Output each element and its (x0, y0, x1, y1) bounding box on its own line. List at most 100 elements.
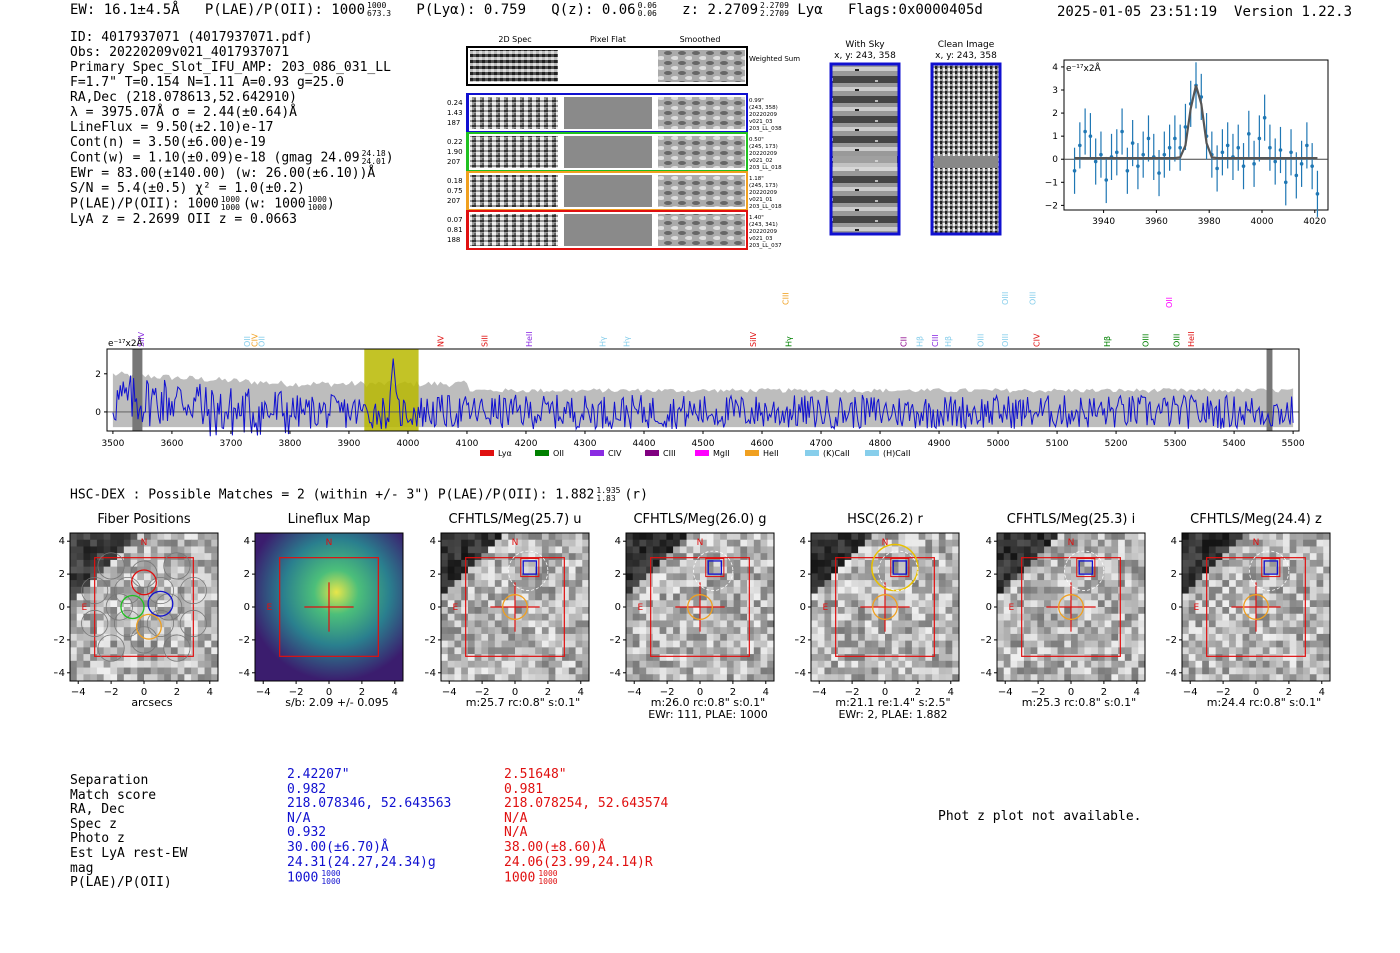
fiber-row-right-value: (243, 358) (749, 105, 778, 111)
east-label: E (453, 603, 459, 613)
zoom-data-point (1268, 145, 1272, 150)
info-radec: RA,Dec (218.078613,52.642910) (70, 90, 297, 105)
fiber-spec-panel: 2D Spec Pixel Flat Smoothed Weighted Sum… (447, 35, 800, 250)
cutout-ytick-label: 2 (615, 569, 621, 580)
cutout-caption: m:24.4 rc:0.8" s:0.1" (1206, 696, 1322, 709)
fiber-row-right-value: 20220209 (749, 112, 777, 118)
zoom-data-point (1225, 143, 1230, 148)
match-plae-sup-blue: 1000 (321, 869, 341, 879)
zoom-data-point (1299, 162, 1304, 166)
legend-label: CIV (608, 449, 622, 458)
cutout-caption: s/b: 2.09 +/- 0.095 (285, 696, 389, 709)
aperture-circle (502, 594, 528, 620)
col-title-2dspec: 2D Spec (498, 35, 531, 44)
east-label: E (82, 603, 88, 613)
full-xtick-label: 5100 (1046, 439, 1069, 449)
weighted-sum-2dspec (470, 50, 558, 82)
legend-swatch (805, 450, 819, 456)
zoom-ytick-label: 2 (1052, 109, 1058, 119)
zoom-data-point (1289, 150, 1293, 155)
cutout-panel: N E 4 2 0 −2 −4 −4 −2 0 2 4 (795, 532, 960, 698)
info-plae-a: P(LAE)/P(OII): 1000 (70, 196, 219, 212)
fiber-row-right-value: 20220209 (749, 151, 777, 157)
legend-swatch (480, 450, 494, 456)
line-marker-label: CIV (1032, 333, 1041, 347)
fiber-circle (146, 609, 174, 637)
cutout-ytick-label: −4 (610, 668, 621, 679)
zoom-data-point (1236, 145, 1241, 150)
cutout-ytick-label: 2 (986, 569, 992, 580)
north-label: N (141, 538, 148, 548)
match-box-blue (892, 560, 908, 575)
cutout-ytick-label: 4 (244, 536, 250, 547)
line-marker-label: CIII (782, 292, 791, 305)
cutout-ytick-label: 2 (59, 569, 65, 580)
match-label: Photo z (70, 831, 125, 847)
fiber-circle (163, 552, 191, 580)
zoom-data-point (1162, 152, 1167, 157)
fiber-row-2dspec (470, 175, 558, 207)
full-xtick-label: 4100 (456, 439, 479, 449)
cutout-panel: N E 4 2 0 −2 −4 −4 −2 0 2 4 (1166, 532, 1331, 698)
cutout-image (70, 533, 219, 682)
info-obs: Obs: 20220209v021_4017937071 (70, 45, 290, 60)
cutout-caption: m:25.3 rc:0.8" s:0.1" (1021, 696, 1137, 709)
cutout-ytick-label: −4 (1166, 668, 1177, 679)
cutout-xtick-label: 4 (392, 687, 398, 698)
north-label: N (882, 538, 889, 548)
clean-trace (934, 156, 998, 168)
cutout-xtick-label: −2 (1031, 687, 1046, 698)
zoom-model-line (1074, 85, 1318, 160)
fiber-row-left-value: 1.90 (447, 148, 463, 156)
cutout-title: Fiber Positions (97, 512, 191, 527)
cutout-caption: m:26.0 rc:0.8" s:0.1" (650, 696, 766, 709)
legend-label: OII (553, 449, 564, 458)
full-masked-region (132, 349, 143, 431)
zoom-xtick-label: 3960 (1145, 217, 1168, 227)
cutout-xtick-label: 0 (141, 687, 147, 698)
line-marker-label: OIII (1028, 292, 1037, 305)
cutout-caption: m:25.7 rc:0.8" s:0.1" (465, 696, 581, 709)
line-marker-label: SiII (481, 335, 490, 347)
info-contw-text: Cont(w) = 1.10(±0.09)e-18 (gmag 24.09 (70, 150, 360, 166)
cutout-ytick-label: −4 (54, 668, 65, 679)
fiber-row-smoothed (658, 175, 745, 207)
zoom-data-point (1078, 143, 1082, 148)
cutout-xtick-label: 4 (1134, 687, 1140, 698)
fiber-circle (105, 593, 133, 621)
line-marker-label: OII (1165, 297, 1174, 308)
hsc-title-sub: 1.83 (596, 494, 616, 503)
cutout-ytick-label: 4 (59, 536, 65, 547)
zoom-data-point (1146, 136, 1151, 141)
fiber-row-right-value: 203_LL_038 (749, 126, 782, 132)
east-label: E (638, 603, 644, 613)
legend-swatch (695, 450, 709, 456)
fiber-row-right-value: v021_02 (749, 158, 773, 164)
info-plae-a-sup: 1000 (220, 195, 240, 204)
fiber-row-pixelflat (564, 136, 652, 168)
zoom-data-point (1072, 168, 1077, 173)
zoom-data-point (1130, 141, 1135, 145)
cutout-caption: m:21.1 re:1.4" s:2.5" (835, 696, 951, 709)
zoom-data-point (1157, 171, 1161, 175)
match-box-red (890, 557, 910, 578)
info-contw-sub: 24.01 (361, 157, 386, 166)
aperture-circle (1243, 594, 1269, 620)
zoom-data-point (1183, 125, 1188, 129)
fiber-circle (146, 577, 174, 605)
full-xtick-label: 3800 (278, 439, 301, 449)
full-xtick-label: 4900 (928, 439, 951, 449)
line-marker-label: CII (900, 337, 909, 347)
zoom-data-point (1257, 136, 1262, 141)
fiber-row-left-value: 0.07 (447, 216, 463, 224)
zoom-data-point (1125, 168, 1130, 173)
cutout-ytick-label: 0 (986, 602, 992, 613)
zoom-ytick-label: −2 (1045, 201, 1058, 211)
fiber-row-left-value: 0.24 (447, 99, 463, 107)
line-marker-label: Hβ (916, 336, 925, 347)
zoom-ytick-label: 1 (1052, 132, 1058, 142)
info-plae-b-sub: 1000 (307, 203, 327, 212)
header-plae-sup: 1000 (367, 1, 387, 10)
match-label: RA, Dec (70, 802, 125, 818)
full-xtick-label: 5000 (987, 439, 1010, 449)
